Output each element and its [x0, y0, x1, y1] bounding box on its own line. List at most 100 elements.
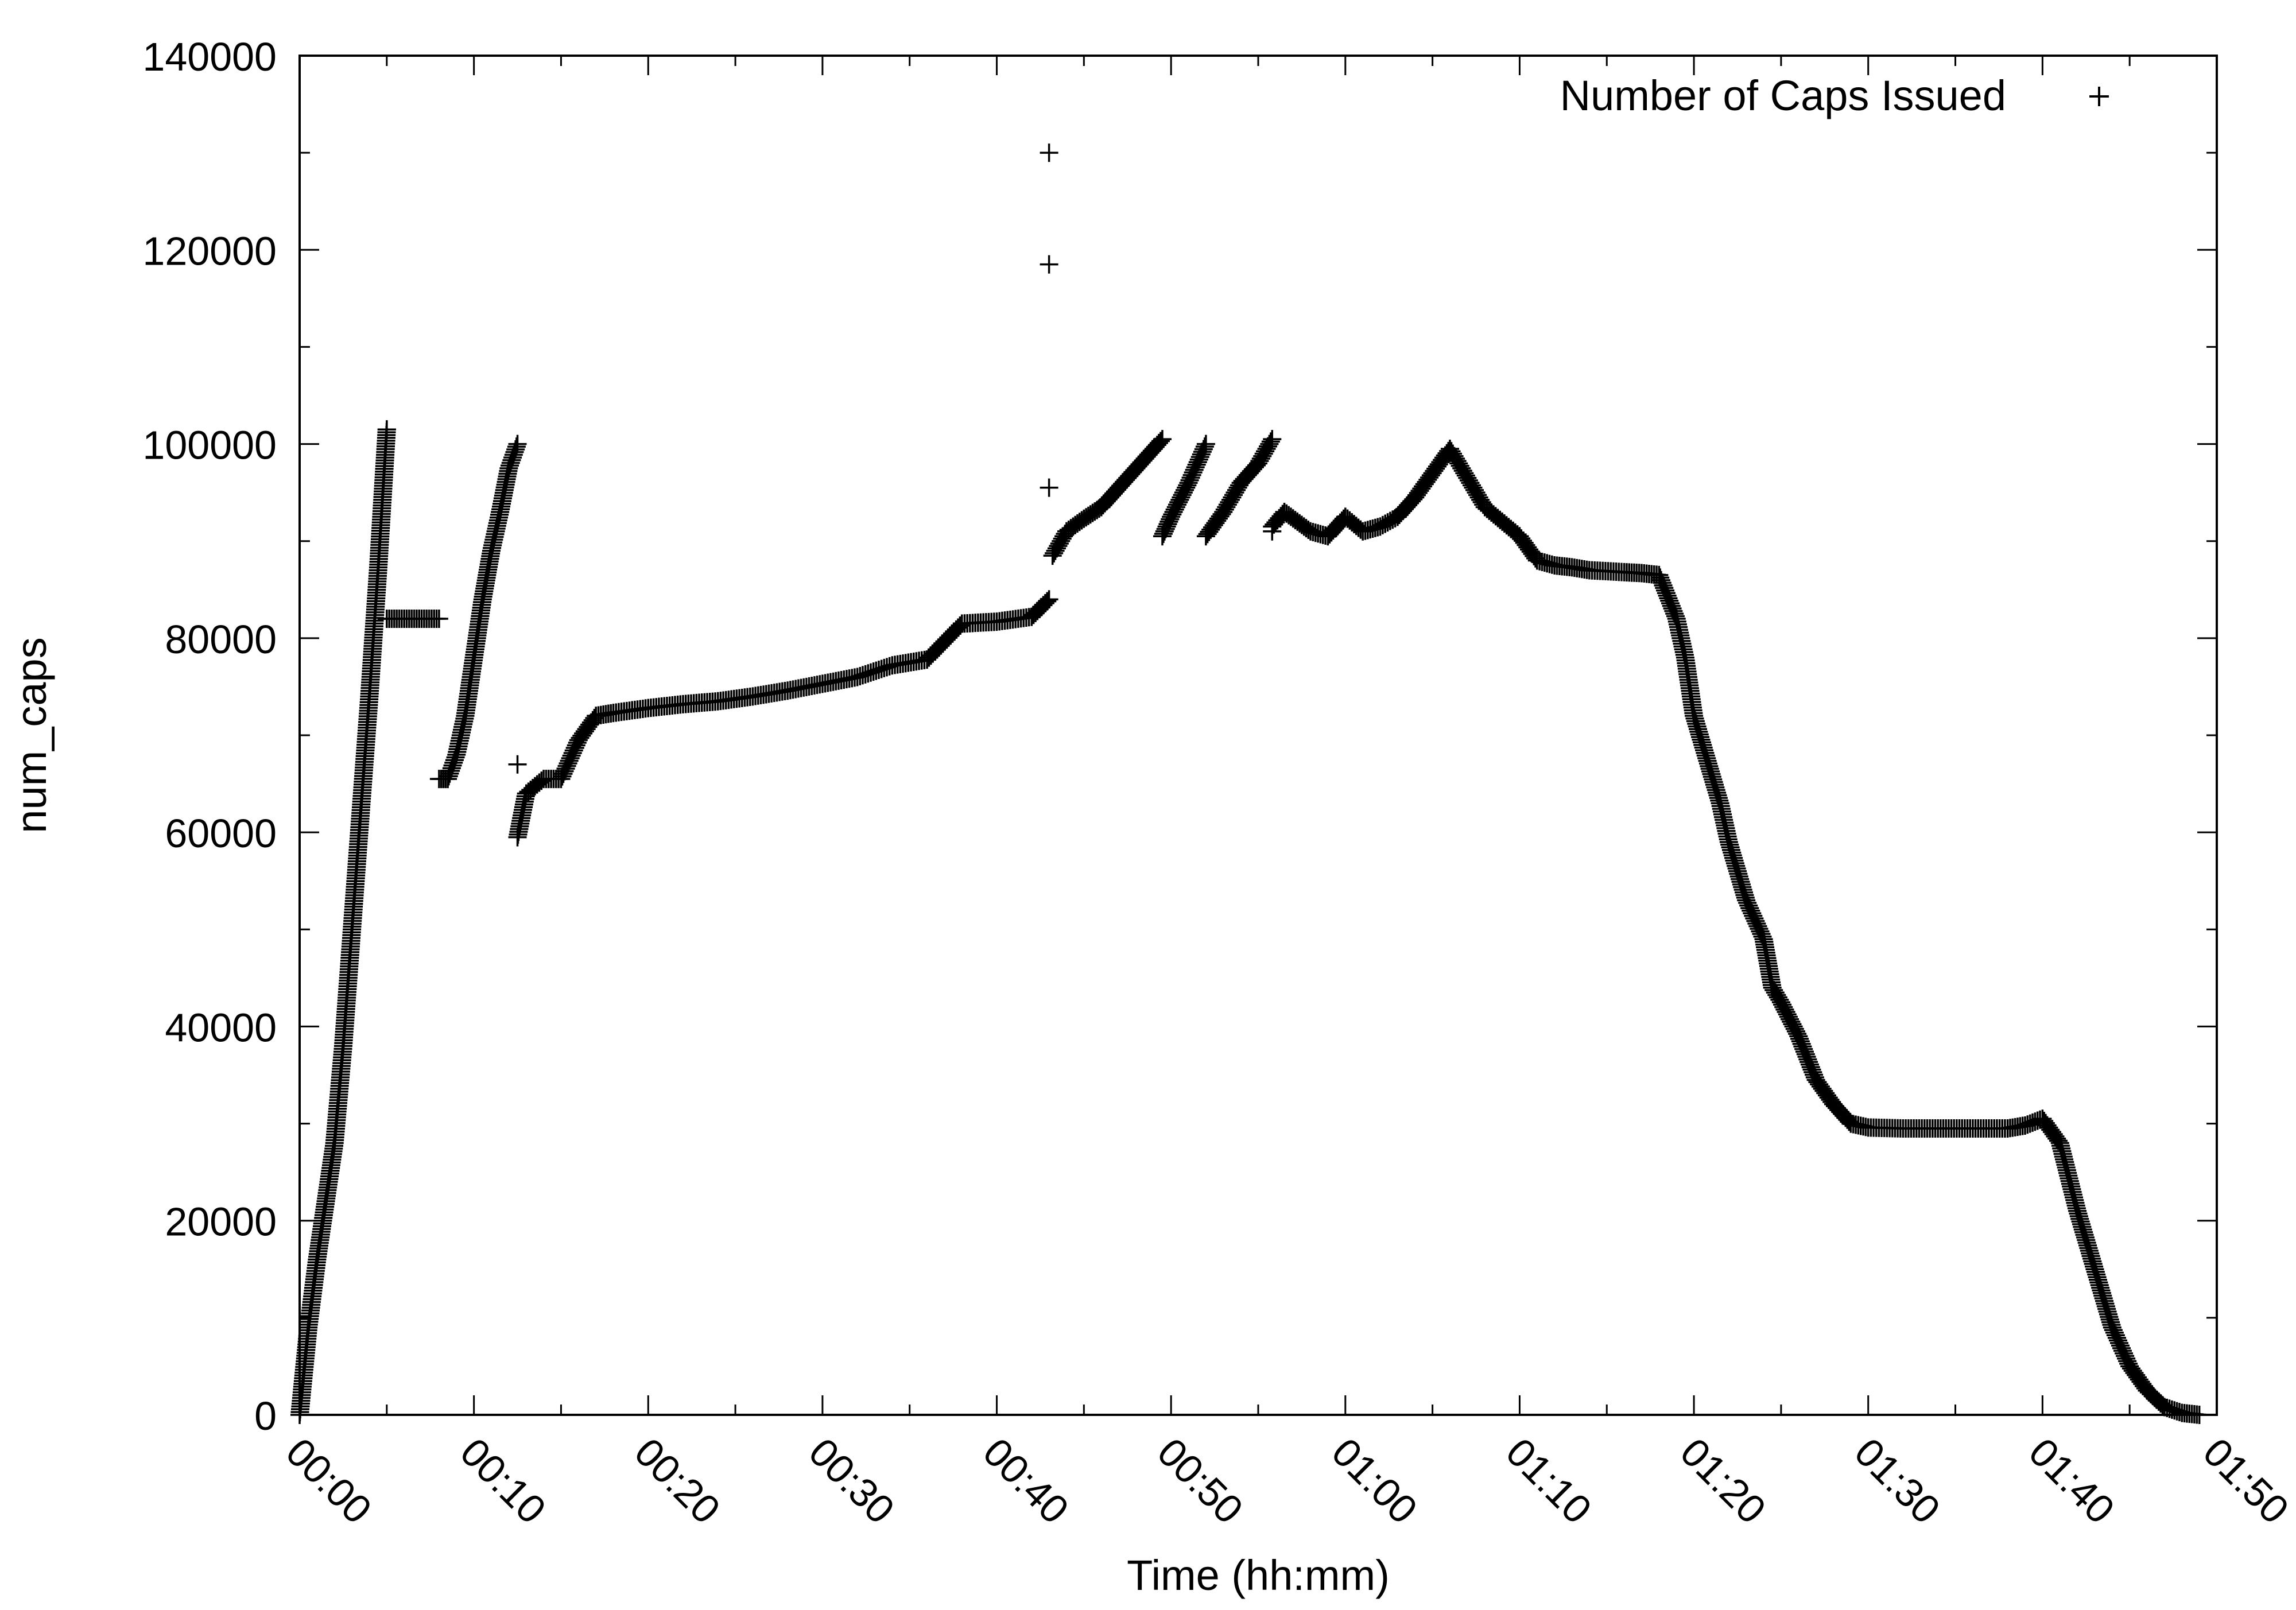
data-point	[1783, 1015, 1802, 1034]
data-point	[1259, 437, 1277, 456]
data-point	[1043, 546, 1062, 565]
data-point	[1770, 990, 1789, 1009]
data-point	[1257, 440, 1276, 459]
data-point	[1158, 515, 1177, 534]
data-point	[1050, 534, 1069, 553]
legend-marker-plus	[2089, 87, 2109, 106]
data-point	[1448, 452, 1467, 471]
data-point	[1464, 478, 1483, 497]
data-point	[1461, 474, 1480, 492]
data-point	[1452, 459, 1471, 478]
data-point	[1196, 434, 1215, 453]
data-point-outlier	[1040, 478, 1058, 497]
data-point	[1215, 500, 1234, 519]
data-point	[1220, 493, 1239, 512]
data-point	[1166, 498, 1185, 517]
data-point	[1459, 471, 1478, 490]
data-point-outlier	[377, 420, 396, 439]
y-axis-label: num_caps	[7, 637, 55, 833]
data-point	[1462, 476, 1481, 495]
data-point-outlier	[1040, 143, 1058, 162]
data-point	[951, 616, 969, 635]
data-point	[1450, 456, 1469, 475]
data-point	[1195, 437, 1214, 456]
data-point	[1154, 525, 1173, 544]
data-point	[1442, 442, 1461, 461]
data-point	[1260, 434, 1279, 453]
y-tick-label: 40000	[165, 1005, 277, 1050]
data-point	[1768, 988, 1787, 1007]
data-point	[1767, 986, 1786, 1004]
data-point	[1214, 502, 1233, 521]
data-point	[1048, 539, 1066, 558]
y-tick-label: 80000	[165, 617, 277, 662]
data-point	[1778, 1005, 1797, 1024]
data-point	[1149, 433, 1168, 452]
data-point	[1779, 1007, 1798, 1026]
legend: Number of Caps Issued	[1560, 72, 2109, 119]
data-point	[1177, 478, 1196, 497]
data-point	[1263, 430, 1282, 449]
data-point	[1299, 520, 1318, 539]
data-point	[1458, 468, 1477, 487]
data-point	[1445, 447, 1464, 465]
data-point	[2049, 1131, 2068, 1150]
data-point	[1218, 495, 1237, 514]
data-point-outlier	[1263, 522, 1282, 541]
data-point	[1373, 515, 1392, 534]
data-point	[1227, 480, 1246, 499]
data-point	[1449, 454, 1468, 473]
axis-ticks	[298, 55, 2218, 1416]
data-point	[1781, 1010, 1799, 1029]
data-point-outlier	[1040, 255, 1058, 274]
data-point	[1176, 480, 1194, 499]
y-tick-label: 0	[254, 1394, 277, 1438]
data-point	[1782, 1012, 1801, 1031]
data-point	[1380, 511, 1399, 530]
data-point	[1456, 466, 1475, 485]
data-point-outlier	[508, 755, 527, 774]
data-point	[1256, 442, 1275, 461]
data-point	[532, 771, 551, 790]
data-point	[1378, 513, 1397, 532]
data-point	[1764, 981, 1783, 999]
y-tick-label: 140000	[142, 34, 277, 79]
data-point	[1155, 522, 1174, 541]
data-point	[1046, 541, 1065, 560]
y-tick-label: 60000	[165, 811, 277, 856]
data-point	[1161, 510, 1180, 529]
data-point	[1453, 461, 1472, 480]
legend-label: Number of Caps Issued	[1560, 72, 2006, 119]
data-point	[1766, 983, 1785, 1002]
data-point	[1168, 495, 1187, 514]
data-point	[1223, 488, 1242, 507]
data-point	[1250, 452, 1269, 471]
data-point	[1441, 440, 1459, 459]
data-point	[508, 434, 527, 453]
data-points	[290, 143, 2209, 1424]
data-point	[1164, 502, 1183, 521]
data-point	[1465, 480, 1484, 499]
data-point	[1254, 444, 1273, 463]
data-point	[1052, 532, 1071, 550]
data-point	[1159, 512, 1178, 531]
data-point	[1777, 1003, 1795, 1022]
data-point	[1173, 486, 1192, 505]
data-point	[1049, 537, 1068, 556]
x-axis-label: Time (hh:mm)	[1127, 1551, 1390, 1599]
data-point	[1224, 486, 1243, 505]
y-tick-label: 20000	[165, 1200, 277, 1244]
data-point	[1153, 430, 1172, 449]
data-point	[1775, 1000, 1794, 1019]
data-point	[1774, 998, 1793, 1017]
data-point	[1169, 493, 1188, 512]
data-point	[1038, 592, 1057, 611]
data-point	[1165, 500, 1184, 519]
y-tick-label: 120000	[142, 228, 277, 273]
data-point	[1763, 978, 1782, 997]
data-point	[1035, 593, 1054, 612]
data-point	[1153, 527, 1172, 546]
data-point	[1261, 432, 1280, 451]
data-point	[1253, 447, 1272, 465]
